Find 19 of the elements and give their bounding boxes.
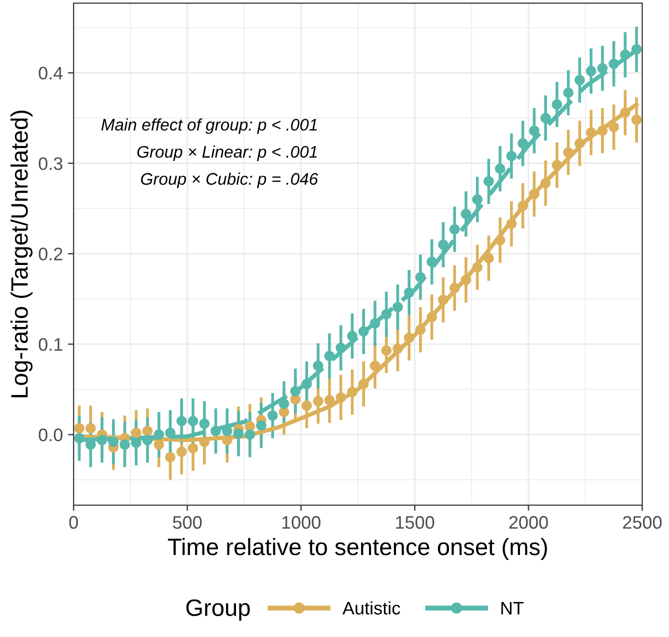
y-tick-label: 0.3 [38, 157, 62, 170]
y-tick-label: 0.0 [38, 428, 62, 442]
legend-title: Group [186, 599, 250, 621]
legend-label: NT [501, 602, 524, 614]
annotation: Group × Linear: p < .001 [137, 146, 317, 162]
x-tick-label: 1000 [282, 516, 320, 529]
x-tick-label: 0 [69, 516, 78, 529]
y-axis-title: Log-ratio (Target/Unrelated) [10, 110, 33, 398]
x-tick-label: 500 [172, 516, 202, 529]
x-tick-label: 2000 [509, 516, 548, 529]
y-tick-label: 0.1 [38, 338, 62, 351]
x-tick-label: 1500 [396, 516, 434, 529]
x-tick-label: 2500 [623, 516, 662, 529]
annotation: Group × Cubic: p = .046 [141, 172, 318, 188]
y-tick-label: 0.2 [38, 248, 62, 260]
legend-label: Autistic [342, 601, 400, 615]
x-axis-title: Time relative to sentence onset (ms) [168, 538, 547, 560]
annotation: Main effect of group: p < .001 [101, 118, 317, 134]
y-tick-label: 0.4 [38, 66, 63, 80]
